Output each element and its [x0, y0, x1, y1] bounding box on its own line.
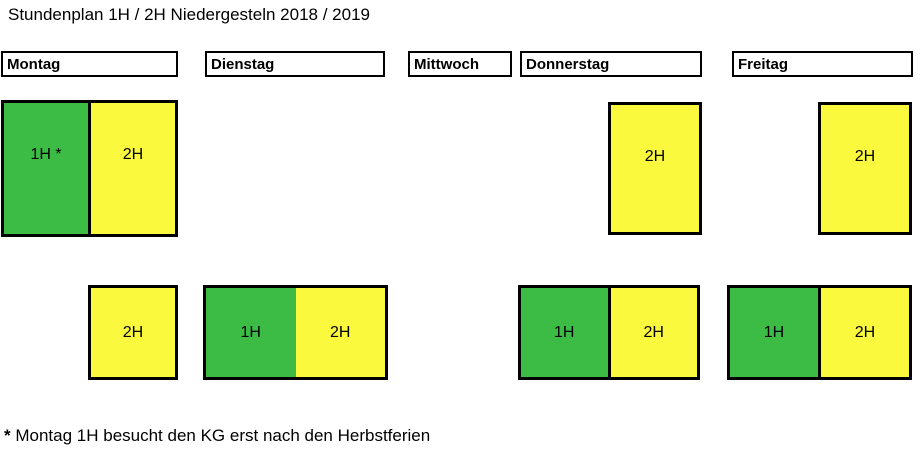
segment-label: 2H [330, 323, 351, 341]
segment-label: 2H [122, 146, 144, 163]
segment-label: 1H * [30, 146, 62, 163]
footnote-text: Montag 1H besucht den KG erst nach den H… [15, 426, 431, 445]
footnote: * Montag 1H besucht den KG erst nach den… [4, 426, 430, 446]
schedule-block-donnerstag-afternoon: 1H 2H [518, 285, 700, 380]
segment-2h: 2H [295, 288, 385, 377]
schedule-block-freitag-morning: 2H [818, 102, 912, 235]
segment-label: 2H [644, 148, 666, 165]
segment-1h: 1H [730, 288, 818, 377]
day-header-mittwoch: Mittwoch [408, 51, 512, 77]
segment-label: 2H [854, 323, 876, 341]
day-header-dienstag: Dienstag [205, 51, 385, 77]
segment-label: 1H [240, 323, 261, 341]
footnote-asterisk: * [4, 426, 11, 445]
day-header-label: Donnerstag [526, 55, 610, 73]
segment-1h: 1H [521, 288, 608, 377]
day-header-montag: Montag [1, 51, 178, 77]
segment-2h: 2H [821, 105, 909, 232]
day-header-label: Dienstag [211, 55, 275, 73]
day-header-label: Montag [7, 55, 61, 73]
segment-1h: 1H [206, 288, 296, 377]
schedule-block-montag-afternoon: 2H [88, 285, 178, 380]
schedule-block-dienstag-afternoon: 1H 2H [203, 285, 388, 380]
segment-2h: 2H [818, 288, 909, 377]
segment-label: 2H [854, 148, 876, 165]
segment-label: 2H [643, 323, 664, 341]
day-header-freitag: Freitag [732, 51, 913, 77]
segment-2h: 2H [611, 105, 699, 232]
segment-label: 1H [554, 323, 575, 341]
schedule-block-freitag-afternoon: 1H 2H [727, 285, 912, 380]
day-header-label: Freitag [738, 55, 789, 73]
page-title: Stundenplan 1H / 2H Niedergesteln 2018 /… [8, 5, 370, 24]
segment-2h: 2H [607, 288, 697, 377]
segment-2h: 2H [88, 103, 175, 234]
segment-1h: 1H * [4, 103, 88, 234]
schedule-block-montag-morning: 1H * 2H [1, 100, 178, 237]
schedule-block-donnerstag-morning: 2H [608, 102, 702, 235]
day-header-label: Mittwoch [414, 55, 479, 73]
segment-label: 1H [763, 323, 785, 341]
segment-2h: 2H [91, 288, 175, 377]
day-header-donnerstag: Donnerstag [520, 51, 702, 77]
segment-label: 2H [122, 323, 144, 341]
